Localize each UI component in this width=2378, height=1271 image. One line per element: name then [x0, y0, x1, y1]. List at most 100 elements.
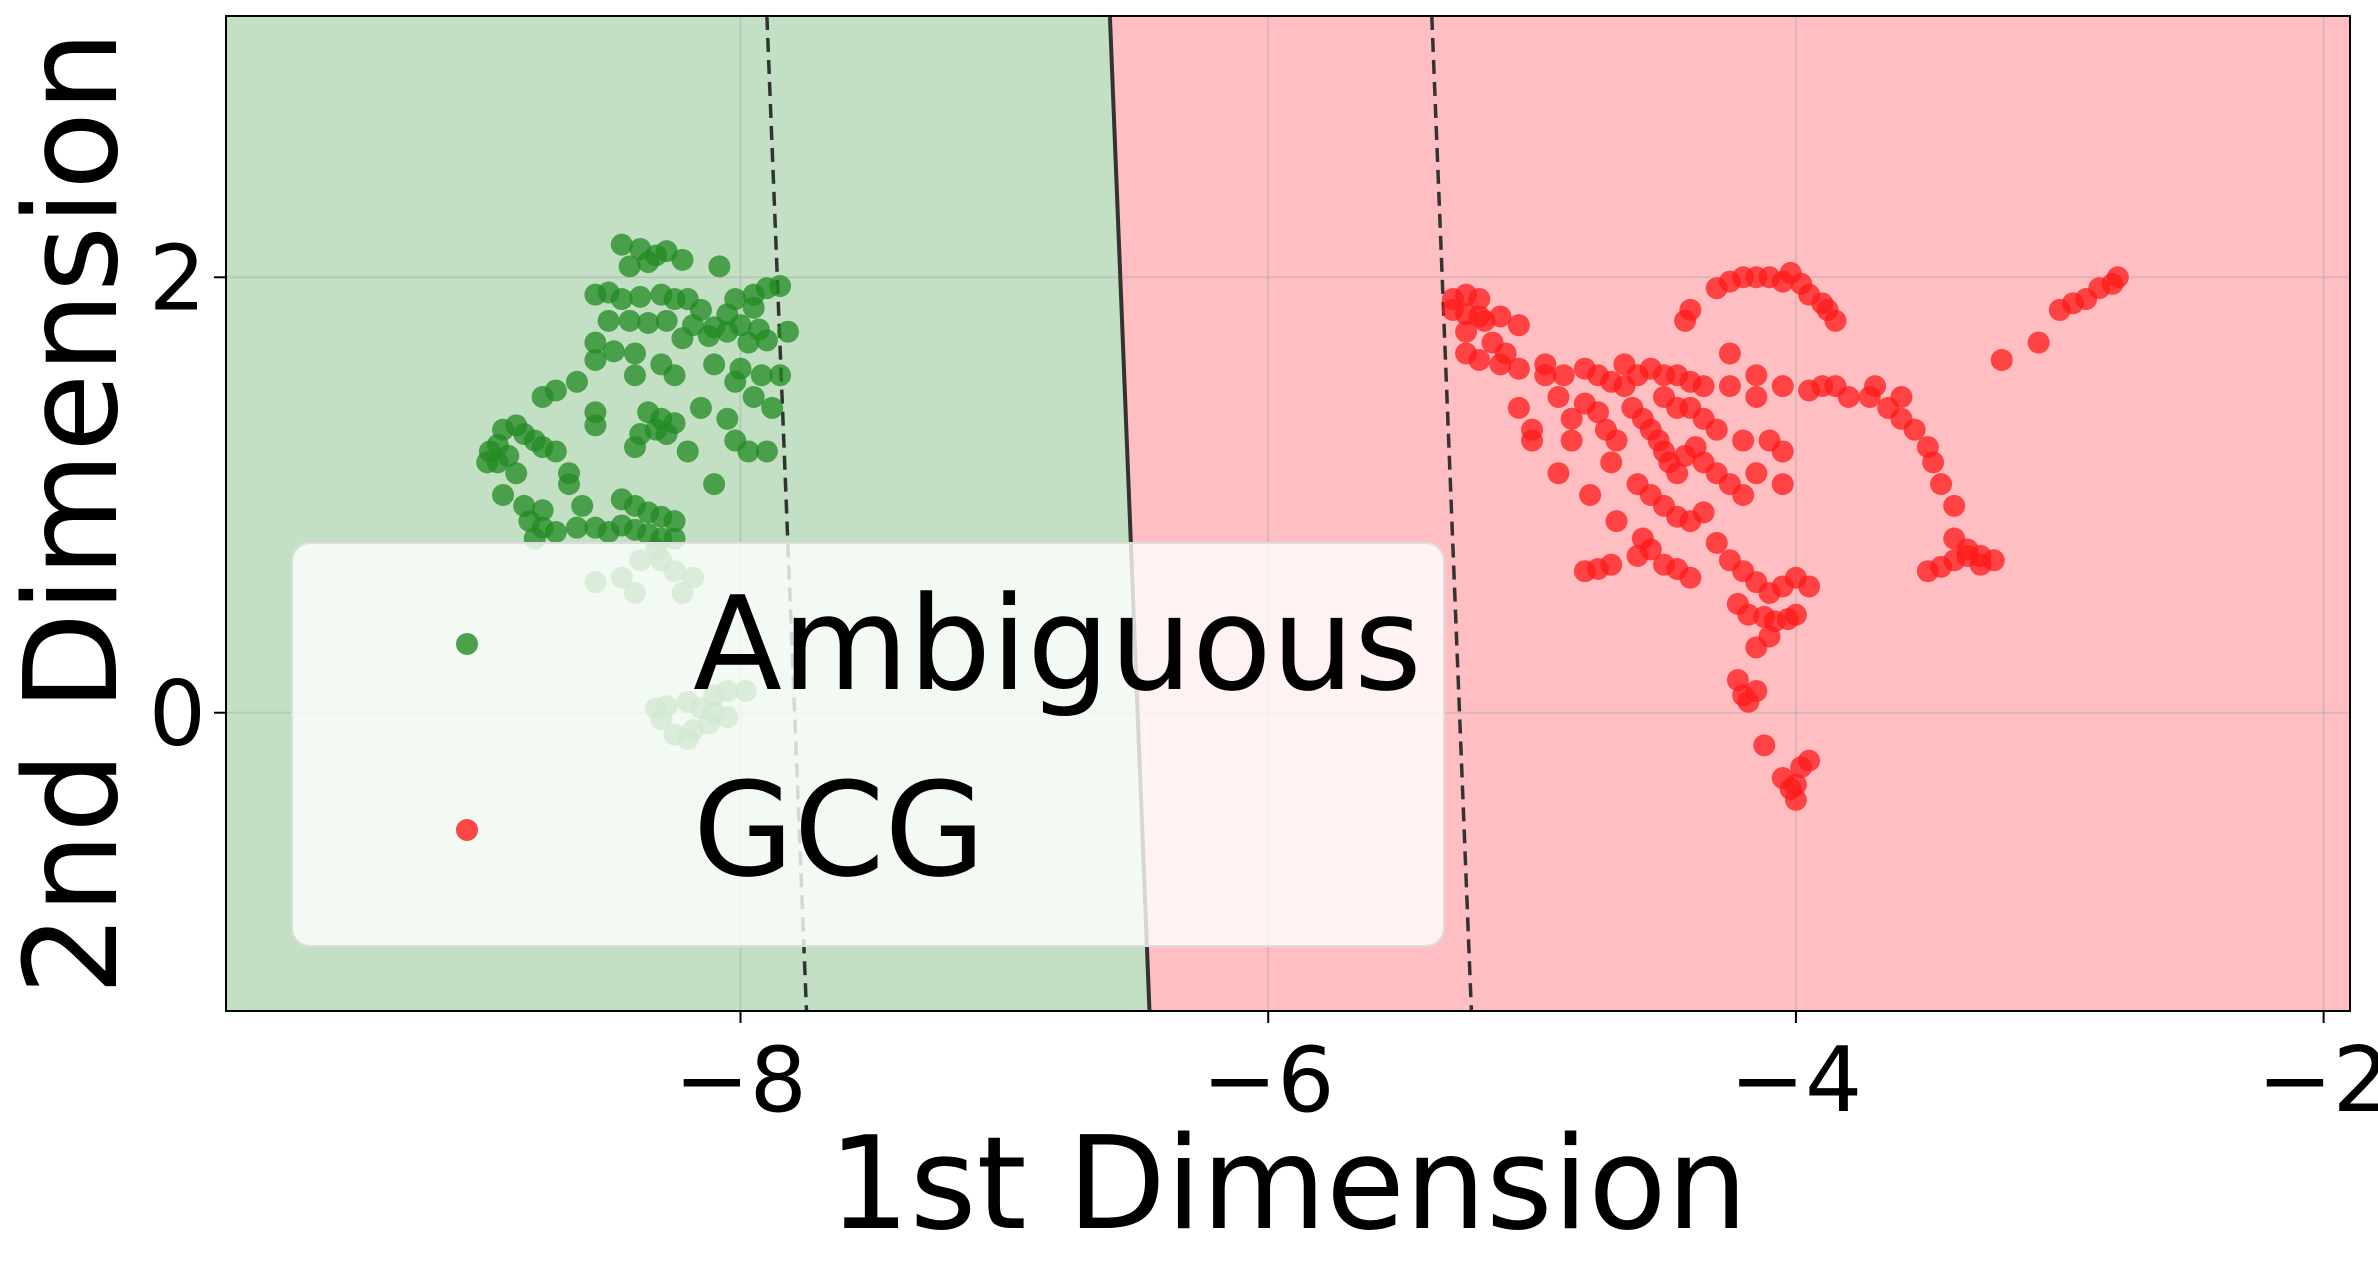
- x-tick-label-3: −2: [2257, 1028, 2378, 1133]
- legend-label-ambiguous: Ambiguous: [693, 568, 1422, 720]
- plot-frame: [225, 15, 2351, 1012]
- legend-box: [291, 542, 1445, 947]
- point-ambiguous-48: [565, 370, 588, 393]
- legend-label-gcg: GCG: [693, 754, 985, 906]
- point-ambiguous-62: [761, 396, 784, 419]
- point-gcg-156: [1745, 386, 1768, 409]
- point-gcg-71: [1605, 510, 1628, 533]
- point-ambiguous-23: [618, 309, 641, 332]
- point-ambiguous-76: [544, 440, 567, 463]
- point-ambiguous-7: [708, 255, 731, 278]
- point-ambiguous-82: [703, 473, 726, 496]
- point-gcg-63: [1771, 440, 1794, 463]
- point-gcg-130: [2027, 331, 2050, 354]
- point-ambiguous-38: [623, 342, 646, 365]
- point-gcg-12: [1468, 349, 1491, 372]
- point-gcg-147: [1811, 375, 1834, 398]
- point-ambiguous-5: [637, 251, 660, 274]
- y-tick-label-1: 2: [149, 226, 206, 331]
- point-gcg-7: [1507, 314, 1530, 337]
- point-gcg-140: [1560, 429, 1583, 452]
- point-gcg-98: [1745, 679, 1768, 702]
- point-ambiguous-58: [655, 423, 678, 446]
- margin-line-0: [765, 16, 809, 1011]
- point-gcg-60: [1732, 483, 1755, 506]
- x-axis-label: 1st Dimension: [828, 1110, 1747, 1259]
- point-gcg-74: [1626, 544, 1649, 567]
- point-gcg-141: [1600, 451, 1623, 474]
- point-ambiguous-24: [637, 311, 660, 334]
- point-ambiguous-25: [655, 309, 678, 332]
- point-gcg-29: [1771, 375, 1794, 398]
- point-ambiguous-60: [716, 407, 739, 430]
- legend-marker-ambiguous: [456, 633, 478, 655]
- point-gcg-158: [1745, 636, 1768, 659]
- point-ambiguous-77: [623, 436, 646, 459]
- point-gcg-69: [1692, 501, 1715, 524]
- point-ambiguous-21: [742, 296, 765, 319]
- point-ambiguous-34: [737, 331, 760, 354]
- point-gcg-38: [1922, 451, 1945, 474]
- point-gcg-70: [1579, 483, 1602, 506]
- point-ambiguous-22: [597, 309, 620, 332]
- point-gcg-117: [1824, 309, 1847, 332]
- point-gcg-85: [1798, 575, 1821, 598]
- point-gcg-119: [1674, 309, 1697, 332]
- point-gcg-14: [1507, 357, 1530, 380]
- point-ambiguous-41: [703, 353, 726, 376]
- point-ambiguous-31: [671, 327, 694, 350]
- point-gcg-78: [1705, 531, 1728, 554]
- legend-marker-gcg: [456, 819, 478, 841]
- point-ambiguous-94: [544, 521, 567, 544]
- point-ambiguous-6: [671, 248, 694, 271]
- point-ambiguous-10: [610, 288, 633, 311]
- point-ambiguous-4: [618, 255, 641, 278]
- point-ambiguous-39: [584, 349, 607, 372]
- point-ambiguous-44: [769, 364, 792, 387]
- point-gcg-136: [2106, 266, 2129, 289]
- point-ambiguous-47: [623, 364, 646, 387]
- point-gcg-16: [1552, 364, 1575, 387]
- point-ambiguous-30: [777, 320, 800, 343]
- point-gcg-104: [1784, 788, 1807, 811]
- point-gcg-144: [1705, 418, 1728, 441]
- point-gcg-137: [1468, 305, 1491, 328]
- point-gcg-27: [1718, 375, 1741, 398]
- point-ambiguous-37: [602, 340, 625, 363]
- point-gcg-40: [1943, 494, 1966, 517]
- point-ambiguous-45: [724, 370, 747, 393]
- point-ambiguous-0: [610, 233, 633, 256]
- point-ambiguous-78: [676, 440, 699, 463]
- point-gcg-102: [1784, 773, 1807, 796]
- point-ambiguous-11: [629, 285, 652, 308]
- point-ambiguous-18: [769, 274, 792, 297]
- point-gcg-139: [1547, 386, 1570, 409]
- point-gcg-154: [1666, 396, 1689, 419]
- point-gcg-8: [1455, 320, 1478, 343]
- point-gcg-149: [1890, 386, 1913, 409]
- point-gcg-36: [1903, 418, 1926, 441]
- point-gcg-138: [1534, 353, 1557, 376]
- point-ambiguous-95: [565, 516, 588, 539]
- point-gcg-32: [1837, 386, 1860, 409]
- point-gcg-61: [1745, 462, 1768, 485]
- point-gcg-42: [1521, 429, 1544, 452]
- x-tick-label-1: −6: [1202, 1028, 1335, 1133]
- y-tick-label-0: 0: [149, 662, 206, 767]
- point-gcg-6: [1489, 305, 1512, 328]
- point-gcg-54: [1666, 462, 1689, 485]
- y-axis-label: 2nd Dimension: [0, 31, 147, 996]
- point-gcg-45: [1587, 401, 1610, 424]
- point-gcg-13: [1489, 353, 1512, 376]
- point-ambiguous-32: [697, 325, 720, 348]
- point-ambiguous-59: [689, 396, 712, 419]
- point-gcg-128: [1943, 527, 1966, 550]
- x-tick-label-0: −8: [674, 1028, 807, 1133]
- point-gcg-94: [1573, 560, 1596, 583]
- point-gcg-43: [1560, 407, 1583, 430]
- point-ambiguous-56: [584, 414, 607, 437]
- point-gcg-39: [1930, 473, 1953, 496]
- point-ambiguous-46: [663, 364, 686, 387]
- point-ambiguous-33: [716, 320, 739, 343]
- point-gcg-151: [1547, 462, 1570, 485]
